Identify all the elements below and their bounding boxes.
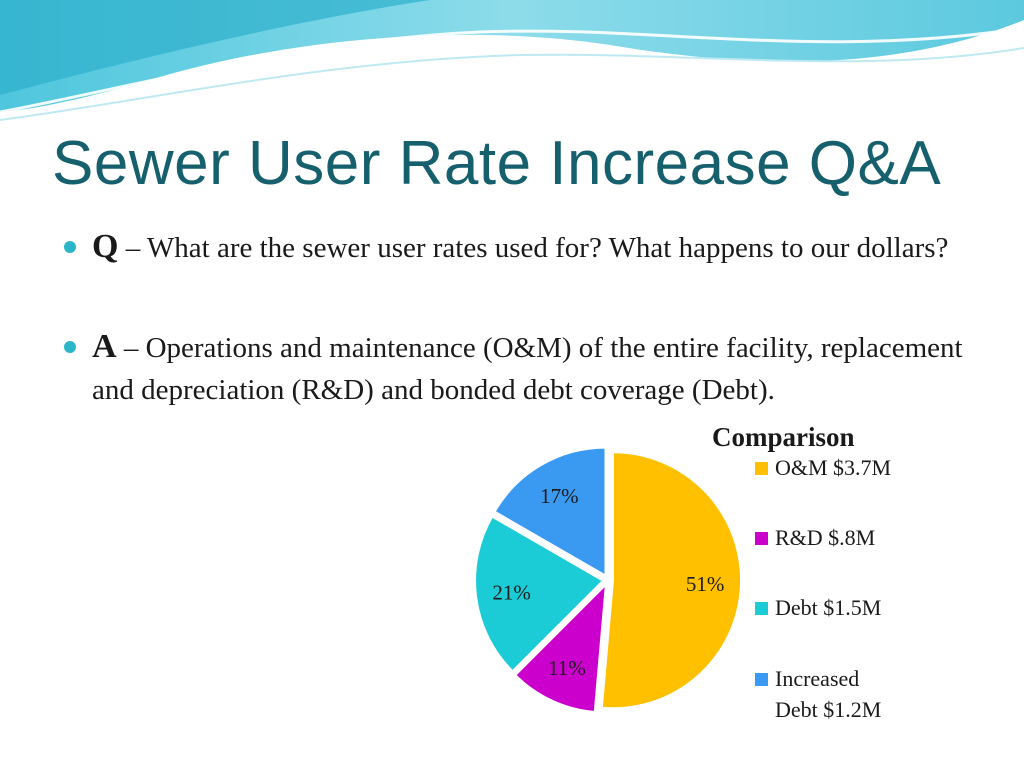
pie-slice-increased-debt: [493, 446, 607, 578]
legend-item-debt: Debt $1.5M: [755, 592, 975, 623]
legend-swatch: [755, 673, 768, 686]
bullet-text: – What are the sewer user rates used for…: [118, 232, 949, 264]
bullet-key: Q: [92, 228, 119, 265]
legend-item-rd: R&D $.8M: [755, 522, 975, 553]
bullet-text: – Operations and maintenance (O&M) of th…: [92, 332, 963, 406]
bullet-answer: A – Operations and maintenance (O&M) of …: [64, 326, 982, 411]
legend-label: Increased Debt $1.2M: [775, 666, 882, 722]
bullet-dot-icon: [64, 241, 76, 253]
bullet-question: Q – What are the sewer user rates used f…: [64, 226, 982, 269]
legend-label: Debt $1.5M: [775, 595, 882, 620]
pie-slice-rd: [513, 581, 608, 714]
header-wave-decoration: [0, 0, 1024, 121]
slide-title: Sewer User Rate Increase Q&A: [52, 129, 942, 198]
legend-swatch: [755, 532, 768, 545]
legend-label: R&D $.8M: [775, 525, 876, 550]
legend-swatch: [755, 602, 768, 615]
pie-percent-label: 21%: [492, 581, 531, 605]
pie-slice-debt: [474, 515, 605, 673]
legend-item-increased-debt: Increased Debt $1.2M: [755, 663, 905, 725]
legend-label: O&M $3.7M: [775, 455, 892, 480]
chart-title: Comparison: [712, 422, 855, 452]
legend-item-om: O&M $3.7M: [755, 452, 975, 483]
bullet-key: A: [92, 328, 117, 365]
pie-percent-label: 17%: [540, 484, 579, 508]
pie-percent-label: 11%: [548, 656, 586, 680]
pie-slice-om: [600, 451, 742, 710]
bullet-dot-icon: [64, 341, 76, 353]
pie-percent-label: 51%: [686, 572, 725, 596]
legend-swatch: [755, 462, 768, 475]
